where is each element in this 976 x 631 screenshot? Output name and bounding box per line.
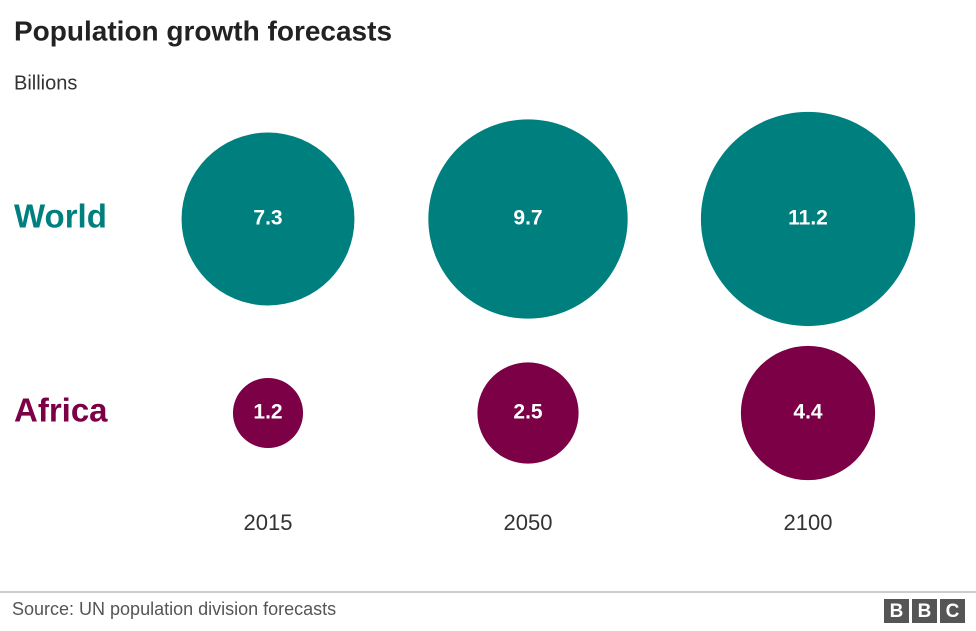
value-label: 4.4 <box>793 401 823 424</box>
value-label: 1.2 <box>253 401 282 424</box>
logo-box <box>884 599 909 623</box>
source-note: Source: UN population division forecasts <box>12 599 336 619</box>
value-label: 2.5 <box>513 401 543 424</box>
bubble <box>700 111 916 327</box>
bubble <box>740 345 876 481</box>
logo-letter: B <box>918 601 932 622</box>
bubble <box>477 362 579 464</box>
value-label: 11.2 <box>788 207 828 230</box>
bubble <box>181 132 355 306</box>
series-label: Africa <box>14 392 108 429</box>
logo-box <box>912 599 937 623</box>
bubble <box>428 119 628 319</box>
value-label: 7.3 <box>253 207 282 230</box>
chart-subtitle: Billions <box>14 72 77 94</box>
logo-letter: C <box>946 601 960 622</box>
x-tick-label: 2050 <box>504 510 553 535</box>
chart-title: Population growth forecasts <box>14 15 392 46</box>
value-label: 9.7 <box>513 207 542 230</box>
logo-box <box>940 599 965 623</box>
bubble <box>232 377 304 449</box>
x-tick-label: 2100 <box>784 510 833 535</box>
logo-letter: B <box>890 601 904 622</box>
x-tick-label: 2015 <box>244 510 293 535</box>
series-label: World <box>14 198 107 235</box>
